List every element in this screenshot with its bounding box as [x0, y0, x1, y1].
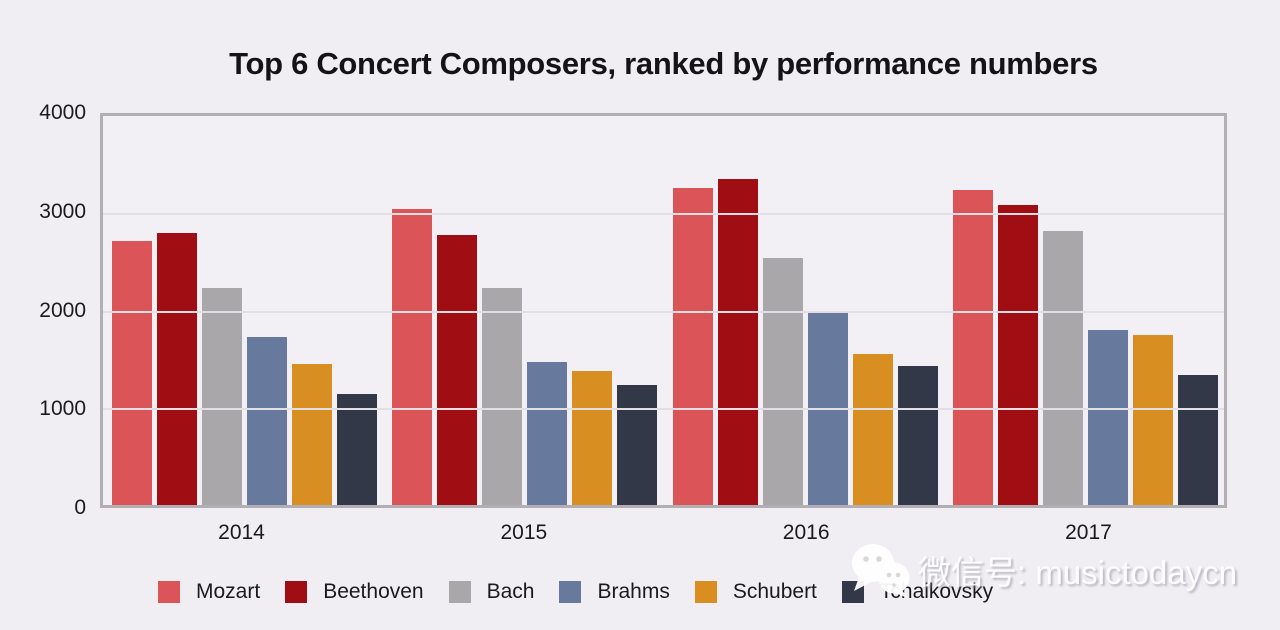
plot-area	[100, 113, 1227, 508]
bar-beethoven-2015	[437, 234, 478, 505]
legend-swatch-beethoven	[285, 581, 308, 603]
bar-brahms-2017	[1087, 329, 1128, 505]
legend-label-mozart: Mozart	[196, 580, 261, 603]
bar-schubert-2015	[572, 370, 613, 505]
legend-item-mozart: Mozart	[158, 580, 260, 604]
bar-tchaikovsky-2016	[897, 365, 938, 505]
bar-mozart-2015	[392, 209, 433, 505]
legend-swatch-bach	[448, 581, 471, 603]
bar-group-2015	[392, 116, 658, 505]
bar-bach-2016	[762, 258, 803, 505]
gridline-2000	[103, 310, 1224, 313]
bar-bach-2015	[482, 288, 523, 505]
y-axis: 0 1000 2000 3000 4000	[0, 101, 86, 519]
y-tick-0: 0	[74, 496, 86, 519]
bar-beethoven-2017	[997, 204, 1038, 505]
x-label-2014: 2014	[218, 521, 265, 544]
x-label-2016: 2016	[782, 521, 830, 544]
legend-item-bach: Bach	[448, 580, 535, 604]
bar-mozart-2014	[112, 241, 152, 505]
legend-label-bach: Bach	[486, 580, 535, 603]
chart-title: Top 6 Concert Composers, ranked by perfo…	[229, 46, 1098, 81]
legend-swatch-brahms	[559, 581, 582, 603]
bar-schubert-2014	[292, 364, 332, 505]
legend-item-schubert: Schubert	[694, 580, 817, 604]
y-tick-2000: 2000	[39, 298, 86, 322]
bar-schubert-2016	[852, 354, 893, 505]
gridline-3000	[103, 213, 1224, 216]
legend-swatch-mozart	[158, 581, 180, 603]
legend-label-tchaikovsky: Tchaikovsky	[879, 580, 994, 603]
bar-brahms-2014	[247, 336, 287, 505]
bar-brahms-2015	[527, 362, 568, 505]
bar-tchaikovsky-2014	[337, 394, 377, 505]
x-axis: 2014 2015 2016 2017	[100, 521, 1227, 545]
bar-group-2014	[112, 116, 377, 505]
legend-label-schubert: Schubert	[732, 580, 817, 603]
legend-item-brahms: Brahms	[559, 580, 670, 604]
y-tick-3000: 3000	[39, 199, 86, 223]
legend-item-beethoven: Beethoven	[285, 580, 424, 604]
bar-bach-2014	[202, 288, 242, 505]
bar-beethoven-2014	[157, 232, 197, 505]
legend-label-beethoven: Beethoven	[323, 580, 424, 603]
x-label-2015: 2015	[500, 521, 548, 544]
x-label-2017: 2017	[1065, 521, 1112, 544]
bar-tchaikovsky-2015	[617, 385, 658, 505]
wechat-icon	[852, 544, 910, 598]
legend: Mozart Beethoven Bach Brahms Schubert Tchaiko…	[158, 580, 993, 604]
legend-swatch-schubert	[694, 581, 717, 603]
y-tick-1000: 1000	[39, 397, 86, 421]
bar-tchaikovsky-2017	[1177, 374, 1218, 505]
bar-beethoven-2016	[717, 179, 758, 505]
y-tick-4000: 4000	[39, 101, 86, 124]
bar-mozart-2017	[952, 189, 993, 505]
watermark-text: 微信号: musictodaycn	[918, 554, 1238, 591]
bar-group-2016	[672, 116, 938, 505]
bar-schubert-2017	[1132, 334, 1173, 505]
watermark: 微信号: musictodaycn	[848, 540, 1237, 600]
gridline-1000	[103, 407, 1224, 410]
bar-mozart-2016	[672, 187, 713, 505]
bar-groups	[103, 116, 1224, 505]
legend-label-brahms: Brahms	[597, 580, 670, 603]
bar-group-2017	[952, 116, 1218, 505]
bar-bach-2017	[1042, 230, 1083, 505]
